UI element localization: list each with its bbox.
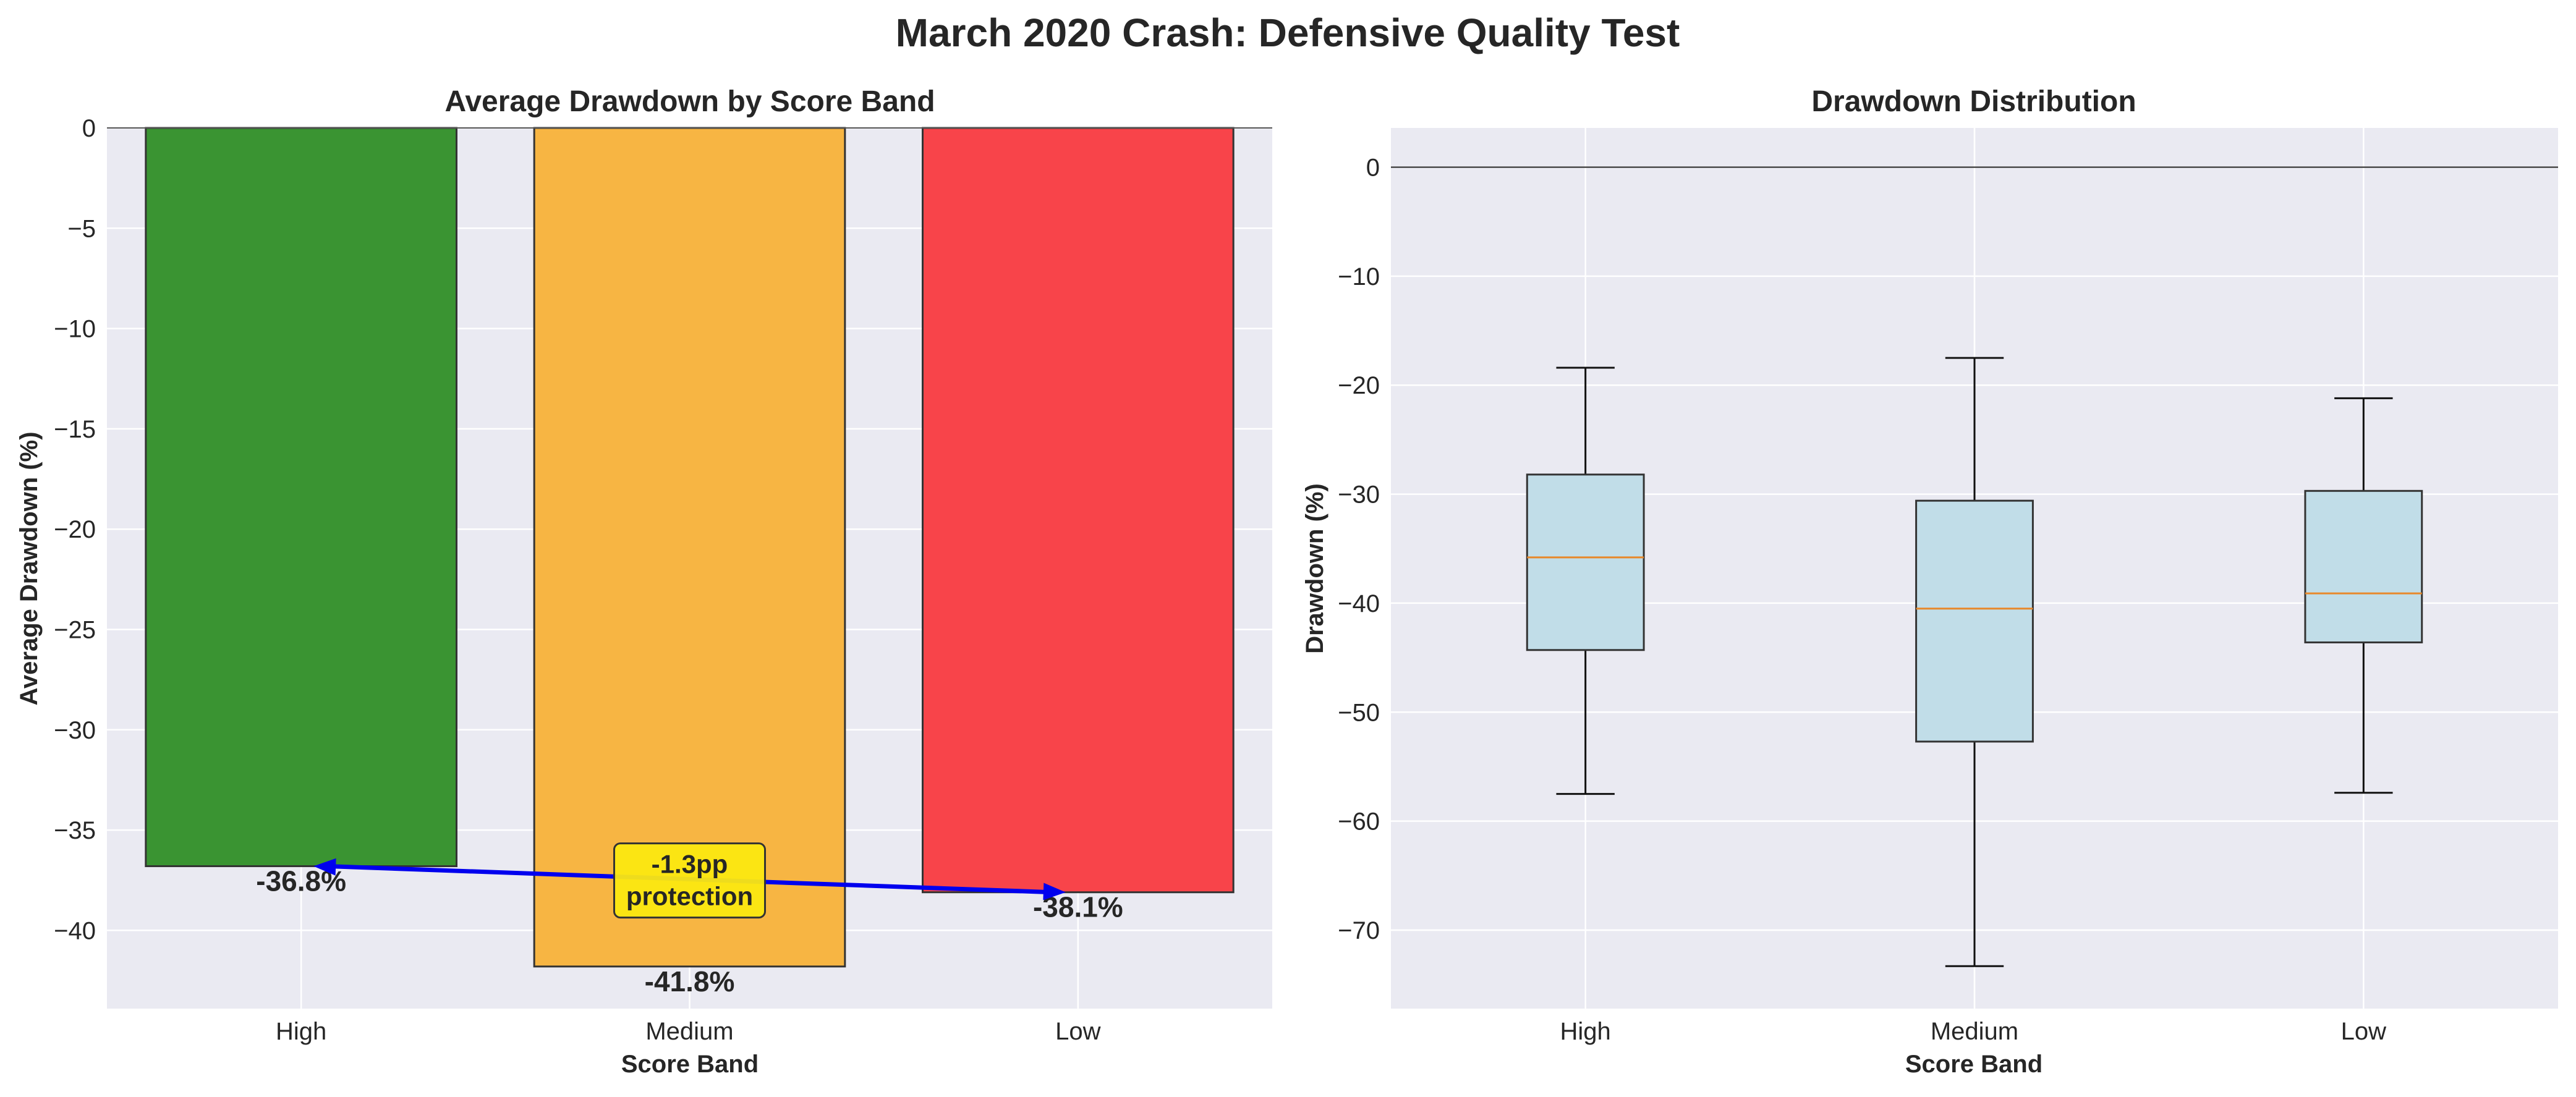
bar-x-tick-label: High [276, 1018, 326, 1045]
box-plot-y-ticks: 0 −10 −20 −30 −40 −50 −60 −70 [1338, 154, 1380, 944]
bar-y-tick-label: −25 [54, 617, 96, 644]
annotation-text-line2: protection [626, 882, 753, 911]
box-x-tick-label: High [1560, 1018, 1611, 1045]
bar-y-tick-label: −5 [67, 215, 96, 242]
box-plot-x-axis-label: Score Band [1905, 1051, 2043, 1078]
bar-y-tick-label: −20 [54, 516, 96, 543]
box-iqr-rect [1526, 473, 1645, 651]
box-plot-y-axis-label: Drawdown (%) [1301, 483, 1328, 654]
bar-y-tick-label: −30 [54, 717, 96, 744]
box-plot-x-ticks: High Medium Low [1560, 1018, 2387, 1045]
box-x-tick-label: Low [2341, 1018, 2386, 1045]
box-high [1526, 366, 1645, 795]
box-x-tick-label: Medium [1931, 1018, 2018, 1045]
bar-x-tick-label: Low [1055, 1018, 1100, 1045]
bar-y-tick-label: −15 [54, 416, 96, 443]
bar-y-tick-label: −10 [54, 316, 96, 343]
box-plot-panel: Drawdown Distribution 0 −10 −20 −30 −40 −50 −6… [1301, 85, 2558, 1078]
protection-annotation: -1.3pp protection [313, 842, 1066, 919]
box-y-tick-label: −50 [1338, 699, 1380, 726]
bar-x-tick-label: Medium [645, 1018, 733, 1045]
bar-chart-bars [145, 127, 1235, 968]
annotation-text-line1: -1.3pp [652, 850, 728, 879]
bar-data-label: -41.8% [645, 965, 735, 997]
bar-chart-x-ticks: High Medium Low [276, 1018, 1101, 1045]
bar-medium [533, 127, 846, 968]
bar-y-tick-label: −40 [54, 917, 96, 944]
box-iqr-rect [1915, 499, 2034, 743]
bar-chart-panel: Average Drawdown by Score Band 0 −5 −10 −15… [15, 85, 1272, 1078]
annotation-box [613, 842, 766, 919]
annotation-arrowhead-right [1043, 883, 1066, 900]
bar-high [145, 127, 457, 868]
box-plot-title: Drawdown Distribution [1811, 85, 2136, 118]
annotation-arrowhead-left [313, 858, 336, 876]
box-medium [1915, 357, 2034, 967]
box-low [2304, 397, 2423, 794]
bar-chart-title: Average Drawdown by Score Band [444, 85, 935, 118]
box-y-tick-label: −70 [1338, 917, 1380, 944]
box-iqr-rect [2304, 489, 2423, 643]
bar-low [922, 127, 1235, 894]
box-y-tick-label: −20 [1338, 372, 1380, 399]
figure-title: March 2020 Crash: Defensive Quality Test [896, 11, 1680, 55]
bar-chart-y-ticks: 0 −5 −10 −15 −20 −25 −30 −35 −40 [54, 115, 96, 944]
box-y-tick-label: −30 [1338, 481, 1380, 509]
bar-y-tick-label: 0 [82, 115, 96, 142]
box-y-tick-label: −60 [1338, 808, 1380, 836]
bar-y-tick-label: −35 [54, 817, 96, 844]
box-plot-boxes [1526, 357, 2423, 967]
bar-chart-x-axis-label: Score Band [621, 1051, 759, 1078]
box-y-tick-label: 0 [1366, 154, 1380, 181]
box-y-tick-label: −10 [1338, 263, 1380, 290]
bar-chart-y-axis-label: Average Drawdown (%) [15, 431, 43, 705]
box-y-tick-label: −40 [1338, 590, 1380, 617]
